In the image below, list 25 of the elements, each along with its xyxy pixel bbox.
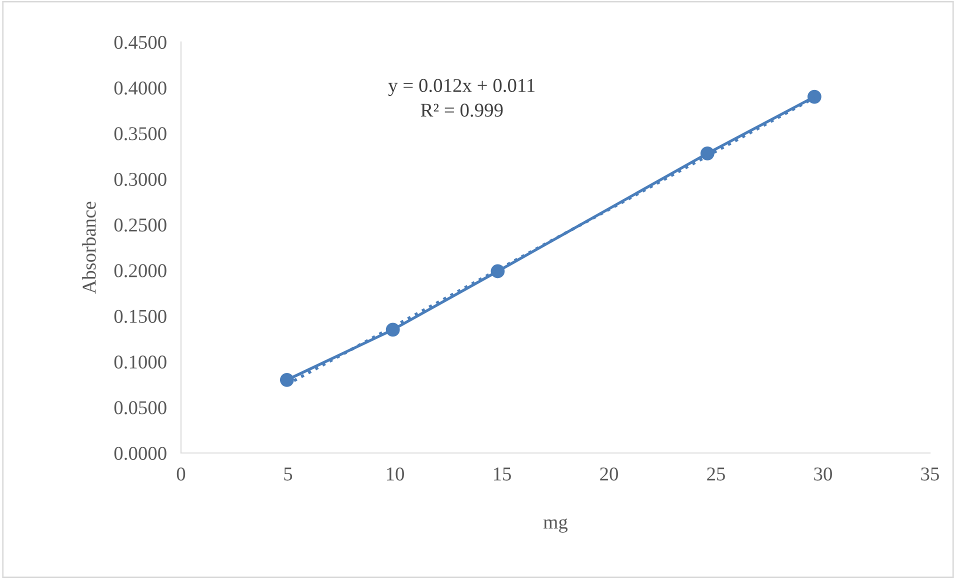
x-tick-label: 5	[284, 468, 292, 481]
x-tick-label: 0	[176, 467, 186, 481]
x-axis-title: mg	[543, 518, 568, 533]
y-tick-label: 0.2000	[114, 264, 166, 278]
x-tick-label: 35	[921, 468, 939, 481]
y-tick-label: 0.3500	[114, 127, 166, 140]
y-tick-label: 0.2500	[114, 218, 166, 232]
y-tick-label: 0.4000	[114, 81, 166, 95]
y-tick-label: 0.0500	[114, 401, 166, 414]
y-tick-label: 0.3000	[114, 172, 166, 186]
y-tick-label: 0.4500	[114, 36, 166, 50]
annotation: R² = 0.999	[420, 104, 503, 117]
y-tick-label: 0.1500	[114, 310, 166, 324]
x-tick-label: 20	[600, 467, 618, 481]
x-tick-label: 10	[386, 467, 404, 481]
x-tick-label: 15	[494, 468, 511, 481]
annotation: y = 0.012x + 0.011	[388, 78, 535, 96]
x-tick-label: 30	[814, 467, 832, 481]
x-tick-label: 25	[707, 468, 725, 481]
point	[700, 146, 714, 160]
y-tick-label: 0.0000	[114, 446, 166, 460]
point	[280, 372, 294, 387]
point	[807, 90, 822, 104]
y-tick-label: 0.1000	[114, 355, 166, 369]
y-axis-title: Absorbance	[82, 202, 96, 294]
